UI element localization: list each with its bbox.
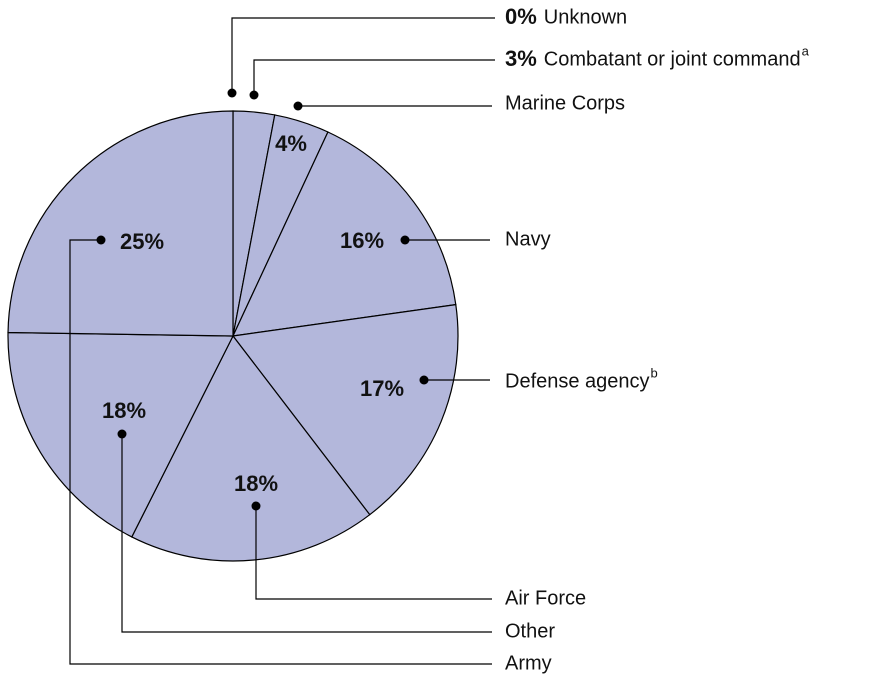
leader-dot [419,375,429,385]
value-label: 4% [275,131,307,156]
leader-line [121,434,492,633]
leader-line [69,239,492,665]
category-label: Navy [505,228,551,250]
footnote-marker: b [651,365,658,380]
category-label: Other [505,620,555,642]
leader-line [255,506,492,600]
value-label: 25% [120,229,164,254]
category-label: Combatant or joint command [544,48,801,70]
category-label: Unknown [544,6,627,28]
leader-dot [96,235,106,245]
leader-dot [249,90,259,100]
category-label: Air Force [505,587,586,609]
value-label: 18% [102,398,146,423]
value-label: 0% [505,4,537,29]
value-label: 18% [234,471,278,496]
value-label: 17% [360,376,404,401]
leader-dot [251,501,261,511]
category-label: Army [505,652,552,674]
leader-dot [117,429,127,439]
leader-line [231,17,495,93]
pie-slice [231,303,459,516]
category-label: Defense agency [505,370,650,392]
value-label: 3% [505,46,537,71]
category-label: Marine Corps [505,92,625,114]
pie-slice [231,131,457,337]
leader-dot [400,235,410,245]
leader-dot [227,88,237,98]
footnote-marker: a [802,43,810,58]
value-label: 16% [340,228,384,253]
leader-line [253,59,495,95]
leader-dot [293,101,303,111]
pie-slice [130,334,371,562]
pie-slice [7,110,234,337]
